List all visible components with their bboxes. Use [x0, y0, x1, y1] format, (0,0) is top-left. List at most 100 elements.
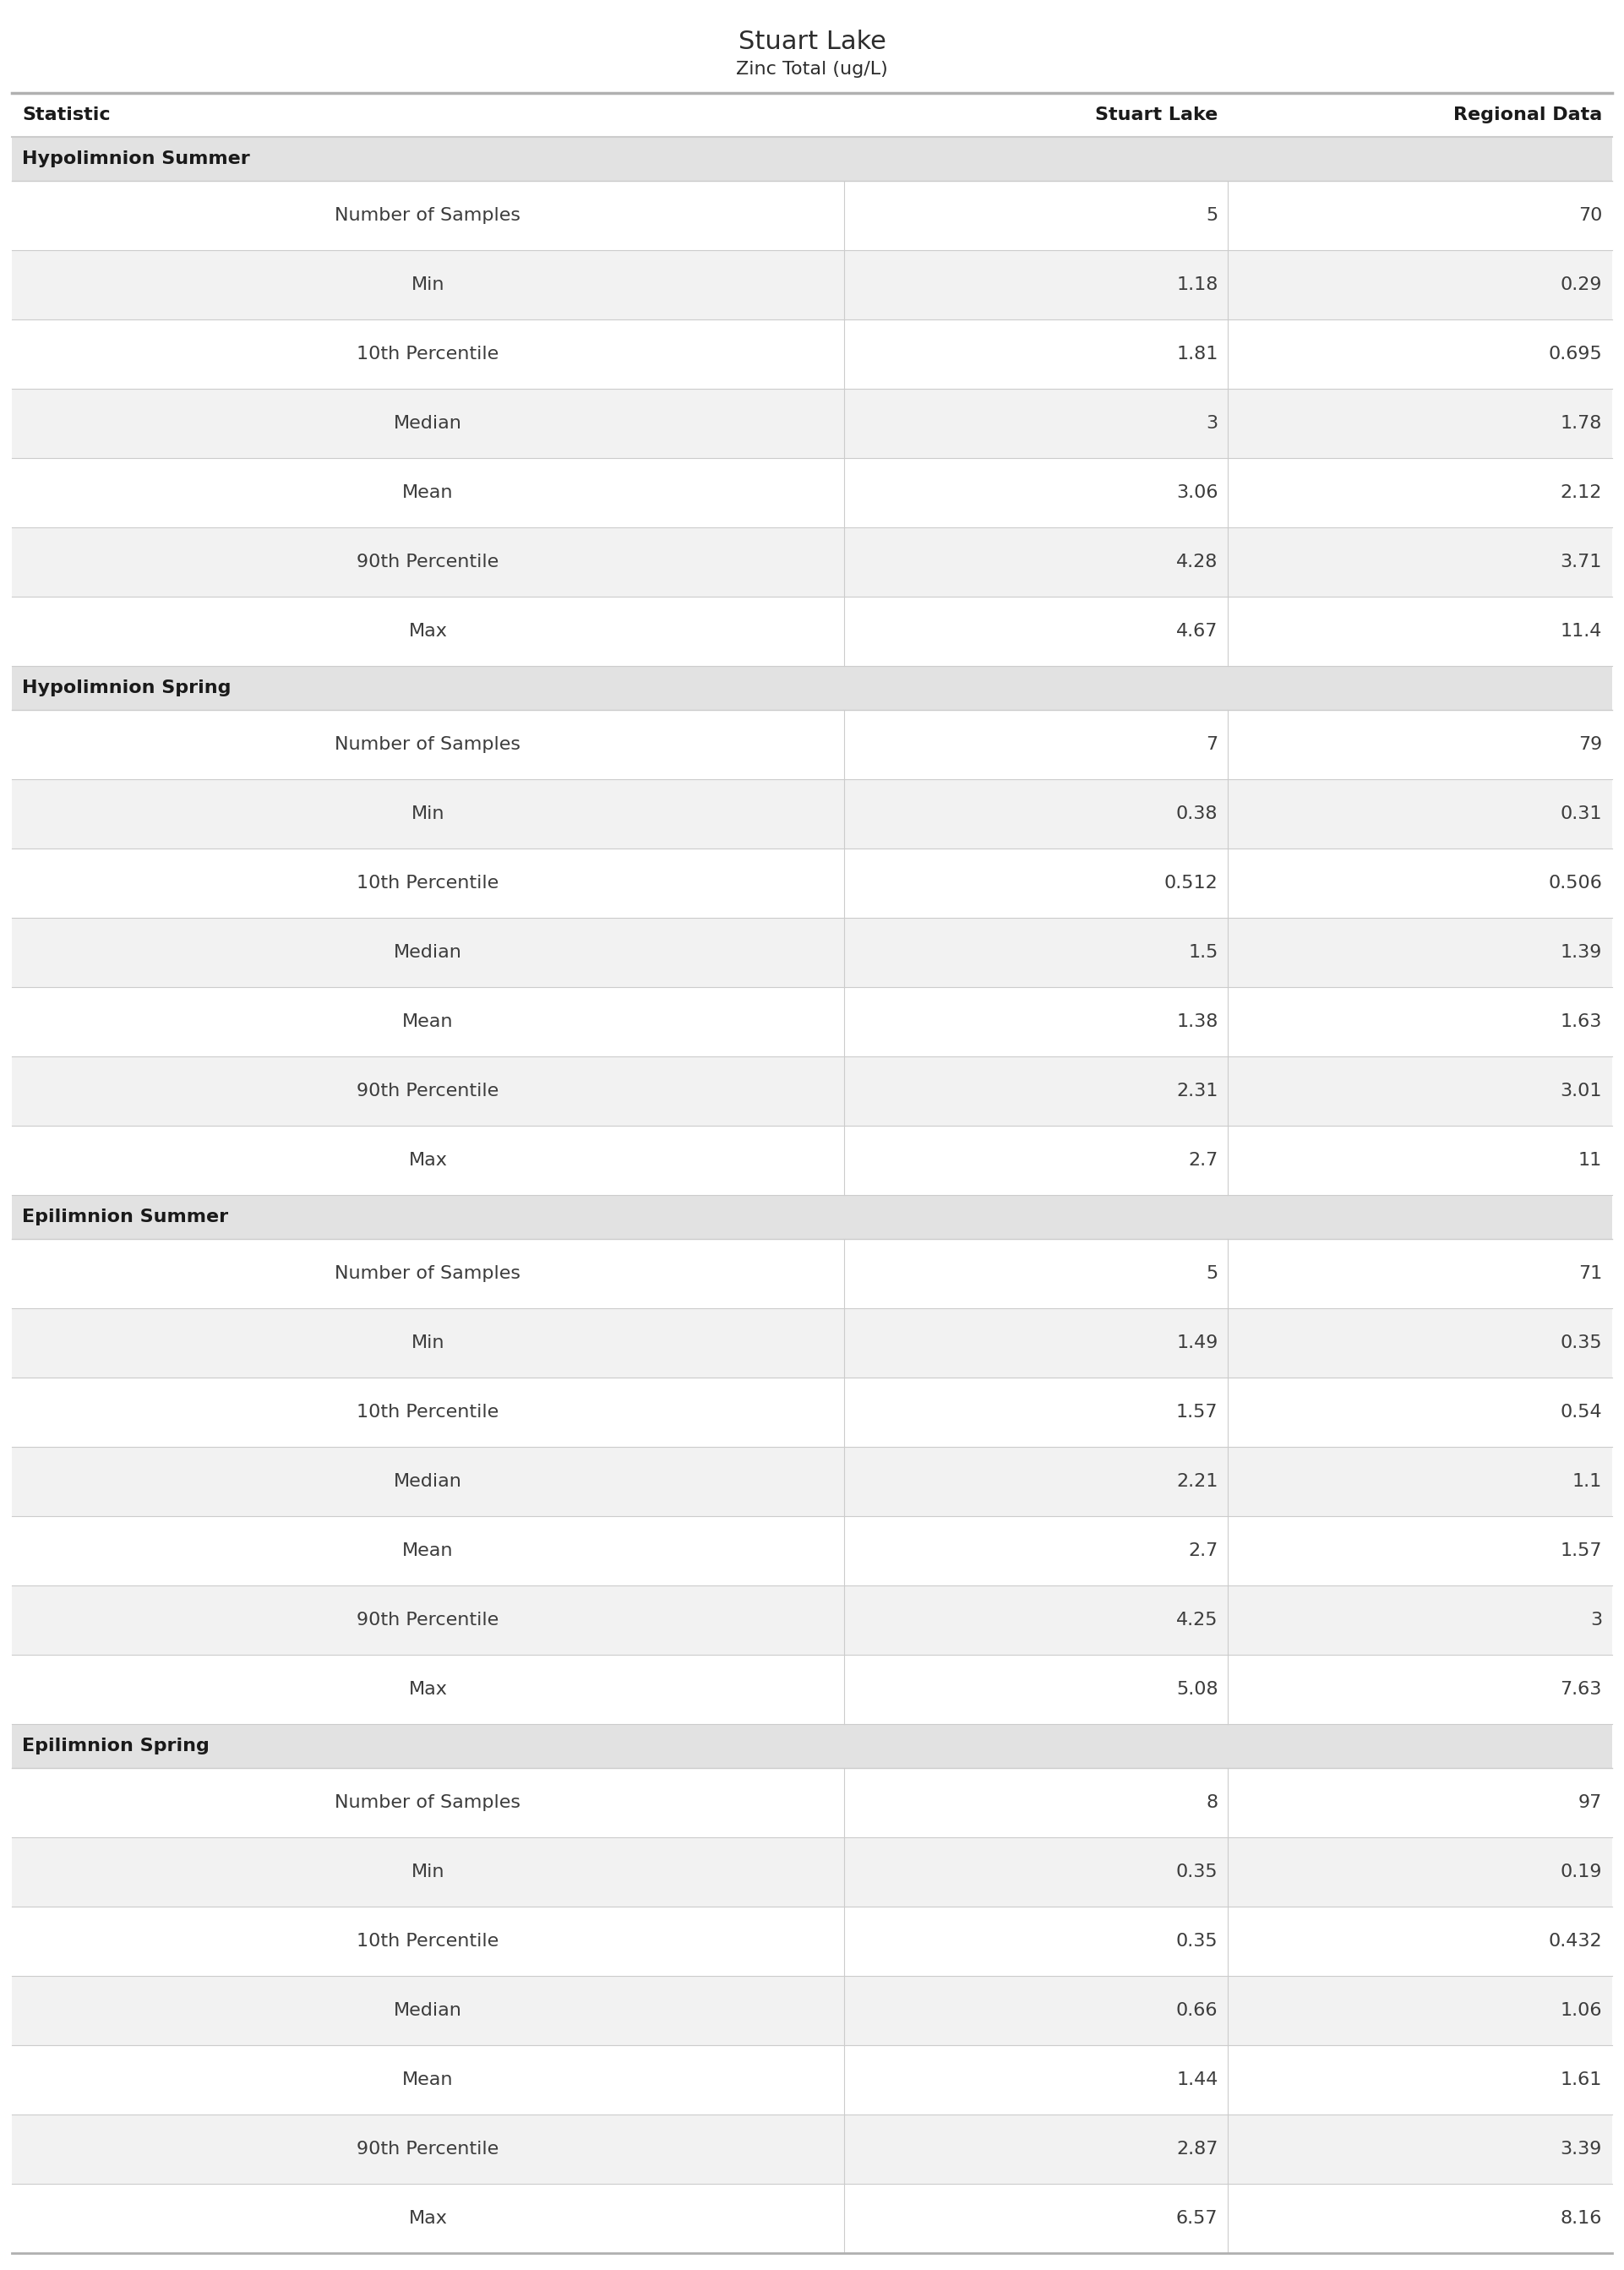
Text: Statistic: Statistic [23, 107, 110, 123]
Text: Max: Max [409, 1682, 447, 1698]
Text: Number of Samples: Number of Samples [335, 735, 521, 754]
Text: 3.01: 3.01 [1561, 1083, 1601, 1099]
Text: 2.31: 2.31 [1176, 1083, 1218, 1099]
Text: 2.12: 2.12 [1561, 484, 1601, 502]
Bar [11, 1446, 1613, 1516]
Text: 90th Percentile: 90th Percentile [357, 1083, 499, 1099]
Text: 0.35: 0.35 [1176, 1864, 1218, 1880]
Text: 1.61: 1.61 [1561, 2073, 1601, 2088]
Text: Median: Median [393, 944, 463, 960]
Text: 2.21: 2.21 [1176, 1473, 1218, 1489]
Bar [11, 93, 1613, 136]
Text: 2.7: 2.7 [1189, 1541, 1218, 1559]
Text: 0.19: 0.19 [1561, 1864, 1601, 1880]
Text: Epilimnion Summer: Epilimnion Summer [23, 1208, 229, 1226]
Text: 90th Percentile: 90th Percentile [357, 2141, 499, 2156]
Text: Max: Max [409, 1151, 447, 1169]
Text: 11.4: 11.4 [1561, 622, 1601, 640]
Bar [11, 987, 1613, 1056]
Text: 0.432: 0.432 [1548, 1932, 1601, 1950]
Bar [11, 527, 1613, 597]
Text: 1.57: 1.57 [1176, 1403, 1218, 1421]
Text: Min: Min [411, 1335, 445, 1351]
Text: 1.1: 1.1 [1572, 1473, 1601, 1489]
Text: 79: 79 [1579, 735, 1601, 754]
Text: Median: Median [393, 415, 463, 431]
Text: Max: Max [409, 622, 447, 640]
Bar [11, 1056, 1613, 1126]
Text: 4.67: 4.67 [1176, 622, 1218, 640]
Bar [11, 1768, 1613, 1836]
Text: 1.63: 1.63 [1561, 1012, 1601, 1031]
Bar [11, 1584, 1613, 1655]
Text: Stuart Lake: Stuart Lake [1095, 107, 1218, 123]
Text: Epilimnion Spring: Epilimnion Spring [23, 1737, 209, 1755]
Bar [11, 320, 1613, 388]
Bar [11, 1378, 1613, 1446]
Text: 4.25: 4.25 [1176, 1612, 1218, 1628]
Text: 10th Percentile: 10th Percentile [357, 874, 499, 892]
Text: Mean: Mean [403, 1012, 453, 1031]
Bar [11, 1723, 1613, 1768]
Text: 5.08: 5.08 [1176, 1682, 1218, 1698]
Text: Number of Samples: Number of Samples [335, 207, 521, 225]
Text: Hypolimnion Summer: Hypolimnion Summer [23, 150, 250, 168]
Text: 7.63: 7.63 [1561, 1682, 1601, 1698]
Text: Median: Median [393, 2002, 463, 2018]
Bar [11, 1907, 1613, 1975]
Bar [11, 1836, 1613, 1907]
Bar [11, 2184, 1613, 2254]
Text: 1.39: 1.39 [1561, 944, 1601, 960]
Text: 0.54: 0.54 [1561, 1403, 1601, 1421]
Text: 97: 97 [1579, 1793, 1601, 1811]
Bar [11, 1239, 1613, 1308]
Text: Hypolimnion Spring: Hypolimnion Spring [23, 679, 231, 697]
Text: 5: 5 [1207, 1264, 1218, 1283]
Bar [11, 136, 1613, 182]
Text: 3: 3 [1590, 1612, 1601, 1628]
Text: Mean: Mean [403, 484, 453, 502]
Text: 0.31: 0.31 [1561, 806, 1601, 822]
Text: 2.87: 2.87 [1176, 2141, 1218, 2156]
Text: Min: Min [411, 1864, 445, 1880]
Text: 70: 70 [1579, 207, 1601, 225]
Text: 1.49: 1.49 [1176, 1335, 1218, 1351]
Bar [11, 1655, 1613, 1723]
Text: 0.66: 0.66 [1176, 2002, 1218, 2018]
Text: 4.28: 4.28 [1176, 554, 1218, 570]
Text: 1.38: 1.38 [1176, 1012, 1218, 1031]
Bar [11, 1194, 1613, 1239]
Bar [11, 388, 1613, 459]
Bar [11, 665, 1613, 711]
Text: 10th Percentile: 10th Percentile [357, 1932, 499, 1950]
Text: 6.57: 6.57 [1176, 2211, 1218, 2227]
Text: Mean: Mean [403, 1541, 453, 1559]
Bar [11, 779, 1613, 849]
Text: 1.18: 1.18 [1176, 277, 1218, 293]
Bar [11, 1516, 1613, 1584]
Text: 3: 3 [1207, 415, 1218, 431]
Text: 71: 71 [1579, 1264, 1601, 1283]
Text: Mean: Mean [403, 2073, 453, 2088]
Text: 1.44: 1.44 [1176, 2073, 1218, 2088]
Text: 3.39: 3.39 [1561, 2141, 1601, 2156]
Text: Number of Samples: Number of Samples [335, 1793, 521, 1811]
Text: 0.512: 0.512 [1164, 874, 1218, 892]
Text: 7: 7 [1207, 735, 1218, 754]
Text: Median: Median [393, 1473, 463, 1489]
Bar [11, 711, 1613, 779]
Text: 10th Percentile: 10th Percentile [357, 1403, 499, 1421]
Text: 0.35: 0.35 [1561, 1335, 1601, 1351]
Text: 0.506: 0.506 [1548, 874, 1601, 892]
Text: 1.81: 1.81 [1176, 345, 1218, 363]
Text: 0.38: 0.38 [1176, 806, 1218, 822]
Text: 3.06: 3.06 [1176, 484, 1218, 502]
Bar [11, 1308, 1613, 1378]
Text: Min: Min [411, 277, 445, 293]
Bar [11, 2045, 1613, 2113]
Bar [11, 2113, 1613, 2184]
Text: 1.5: 1.5 [1189, 944, 1218, 960]
Text: 1.57: 1.57 [1561, 1541, 1601, 1559]
Text: 0.695: 0.695 [1548, 345, 1601, 363]
Text: Number of Samples: Number of Samples [335, 1264, 521, 1283]
